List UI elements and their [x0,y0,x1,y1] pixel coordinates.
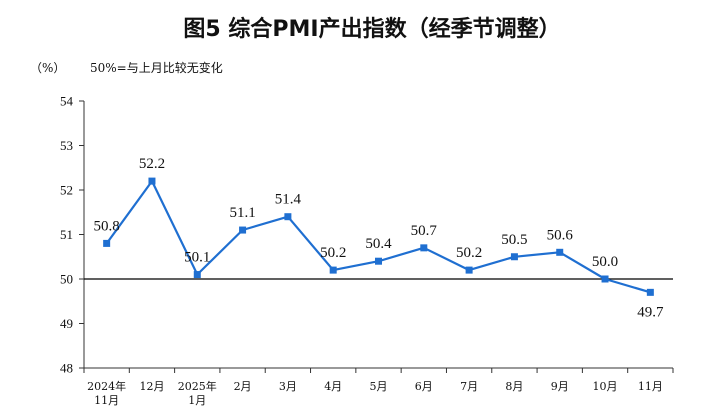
y-tick-label: 50 [60,272,73,287]
data-label: 50.6 [547,227,574,243]
y-tick-label: 48 [60,361,73,376]
data-label: 52.2 [139,156,165,172]
y-tick-label: 54 [60,94,74,109]
data-label: 50.0 [592,254,618,270]
data-point [193,271,201,279]
data-point [601,275,609,283]
data-point [239,226,247,234]
data-point [329,266,337,274]
reference-note: 50%=与上月比较无变化 [90,60,223,75]
y-tick-label: 53 [60,138,73,153]
data-point [284,213,292,221]
data-label: 50.8 [94,218,120,234]
data-label: 50.5 [501,232,527,248]
data-label: 51.1 [229,205,255,221]
data-label: 50.2 [456,245,482,261]
x-tick-label: 2024年 [87,379,126,393]
data-point [556,248,564,256]
data-point [420,244,428,252]
data-point [465,266,473,274]
x-tick-label: 3月 [279,380,297,393]
data-labels: 50.8 52.2 50.1 51.1 51.4 50.2 50.4 50.7 50.2 50.5… [94,156,664,320]
data-label: 51.4 [275,192,302,208]
x-tick-label: 1月 [188,394,206,407]
data-label: 50.1 [184,250,210,266]
data-point [510,253,518,261]
x-tick-label: 7月 [460,380,478,393]
y-tick-label: 52 [60,183,73,198]
axes [83,101,673,369]
y-axis-ticks: 48 49 50 51 52 53 54 [60,94,84,376]
data-label: 50.2 [320,245,346,261]
x-tick-label: 11月 [638,380,663,393]
x-tick-label: 12月 [139,380,164,393]
x-tick-label: 11月 [94,394,119,407]
data-point [148,177,156,185]
y-unit-label: （%） [30,61,65,75]
x-tick-label: 6月 [415,380,433,393]
data-point [375,257,382,265]
data-point [103,239,111,247]
data-label: 49.7 [637,304,664,320]
x-tick-label: 9月 [551,380,569,393]
x-tick-label: 8月 [505,380,523,393]
data-point [646,288,654,296]
x-tick-label: 4月 [324,380,342,393]
x-tick-label: 10月 [593,380,618,393]
data-label: 50.7 [411,223,438,239]
y-tick-label: 49 [60,316,73,331]
x-tick-label: 5月 [370,380,388,393]
data-label: 50.4 [365,236,392,252]
chart-title: 图5 综合PMI产出指数（经季节调整） [183,16,560,42]
y-tick-label: 51 [60,227,73,242]
series-composite-pmi [103,177,654,296]
x-tick-label: 2025年 [178,379,217,393]
x-tick-label: 2月 [234,380,252,393]
